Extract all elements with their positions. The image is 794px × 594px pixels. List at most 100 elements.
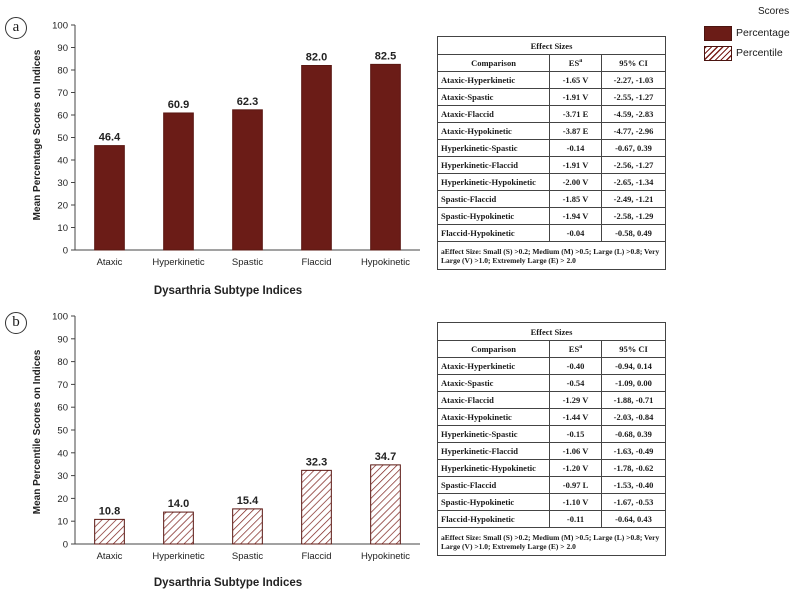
- table-cell: Flaccid-Hypokinetic: [437, 510, 550, 528]
- table-cell: Spastic-Flaccid: [437, 476, 550, 494]
- table-cell: -1.44 V: [549, 408, 602, 426]
- column-header: ESa: [549, 54, 602, 72]
- table-row: Spastic-Flaccid -1.85 V -2.49, -1.21: [437, 190, 666, 208]
- table-row: Spastic-Hypokinetic -1.94 V -2.58, -1.29: [437, 207, 666, 225]
- table-row: Flaccid-Hypokinetic -0.04 -0.58, 0.49: [437, 224, 666, 242]
- table-cell: Ataxic-Spastic: [437, 374, 550, 392]
- legend-item-percentile: Percentile: [704, 43, 792, 63]
- panel-label-a: a: [5, 17, 27, 39]
- table-cell: -2.55, -1.27: [601, 88, 666, 106]
- table-cell: -1.29 V: [549, 391, 602, 409]
- y-tick-label: 20: [57, 201, 68, 212]
- table-row: Hyperkinetic-Flaccid -1.91 V -2.56, -1.27: [437, 156, 666, 174]
- y-tick-label: 30: [57, 178, 68, 189]
- table-cell: -0.94, 0.14: [601, 357, 666, 375]
- y-axis-title: Mean Percentile Scores on Indices: [32, 349, 43, 514]
- table-cell: Ataxic-Flaccid: [437, 105, 550, 123]
- table-row: Ataxic-Hyperkinetic -0.40 -0.94, 0.14: [437, 357, 666, 375]
- table-cell: -1.78, -0.62: [601, 459, 666, 477]
- table-cell: -1.88, -0.71: [601, 391, 666, 409]
- table-cell: -1.94 V: [549, 207, 602, 225]
- bar: [94, 145, 125, 251]
- table-cell: Hyperkinetic-Hypokinetic: [437, 459, 550, 477]
- table-row: Ataxic-Spastic -1.91 V -2.55, -1.27: [437, 88, 666, 106]
- column-header: 95% CI: [601, 54, 666, 72]
- legend-title: Scores: [758, 6, 790, 17]
- bar: [232, 109, 263, 251]
- y-tick-label: 100: [52, 312, 68, 323]
- y-tick-label: 10: [57, 517, 68, 528]
- table-row: Hyperkinetic-Hypokinetic -2.00 V -2.65, -1…: [437, 173, 666, 191]
- table-title-row: Effect Sizes: [437, 36, 666, 55]
- table-cell: Hyperkinetic-Spastic: [437, 139, 550, 157]
- data-label: 46.4: [99, 132, 121, 144]
- x-tick-label: Hyperkinetic: [152, 551, 205, 562]
- legend: Scores Percentage Percentile: [704, 6, 792, 63]
- y-tick-label: 90: [57, 43, 68, 54]
- table-title: Effect Sizes: [437, 322, 666, 341]
- table-row: Spastic-Hypokinetic -1.10 V -1.67, -0.53: [437, 493, 666, 511]
- table-footnote: aEffect Size: Small (S) >0.2; Medium (M)…: [437, 527, 666, 556]
- bar: [232, 508, 263, 545]
- bar-chart-percentage: 0 10 20 30 40 50 60 70 80 90 100 46.4 Ataxic 60.9 Hype…: [32, 21, 420, 297]
- table-row: Ataxic-Flaccid -1.29 V -1.88, -0.71: [437, 391, 666, 409]
- data-label: 15.4: [237, 495, 259, 507]
- table-cell: -1.10 V: [549, 493, 602, 511]
- table-cell: -1.06 V: [549, 442, 602, 460]
- table-row: Hyperkinetic-Hypokinetic -1.20 V -1.78, -0…: [437, 459, 666, 477]
- column-header: Comparison: [437, 54, 550, 72]
- table-title: Effect Sizes: [437, 36, 666, 55]
- x-tick-label: Hypokinetic: [361, 257, 410, 268]
- table-row: Hyperkinetic-Spastic -0.14 -0.67, 0.39: [437, 139, 666, 157]
- table-cell: -1.63, -0.49: [601, 442, 666, 460]
- effect-size-table-a: Effect Sizes Comparison ESa 95% CI Ataxic-Hy…: [437, 36, 666, 270]
- table-cell: -0.68, 0.39: [601, 425, 666, 443]
- y-tick-label: 40: [57, 448, 68, 459]
- table-cell: -3.87 E: [549, 122, 602, 140]
- table-cell: -0.67, 0.39: [601, 139, 666, 157]
- table-row: Spastic-Flaccid -0.97 L -1.53, -0.40: [437, 476, 666, 494]
- data-label: 10.8: [99, 505, 120, 517]
- table-cell: -0.40: [549, 357, 602, 375]
- y-tick-label: 100: [52, 21, 68, 32]
- data-label: 82.5: [375, 50, 396, 62]
- x-tick-label: Hyperkinetic: [152, 257, 205, 268]
- y-tick-label: 50: [57, 133, 68, 144]
- table-row: Ataxic-Hypokinetic -3.87 E -4.77, -2.96: [437, 122, 666, 140]
- y-tick-label: 70: [57, 88, 68, 99]
- x-axis-title: Dysarthria Subtype Indices: [154, 577, 302, 589]
- table-cell: -1.85 V: [549, 190, 602, 208]
- bar: [94, 518, 125, 545]
- data-label: 32.3: [306, 456, 327, 468]
- table-cell: -4.77, -2.96: [601, 122, 666, 140]
- table-title-row: Effect Sizes: [437, 322, 666, 341]
- table-cell: Spastic-Flaccid: [437, 190, 550, 208]
- table-cell: -1.65 V: [549, 71, 602, 89]
- data-label: 34.7: [375, 451, 396, 463]
- y-tick-label: 60: [57, 111, 68, 122]
- effect-size-table-b: Effect Sizes Comparison ESa 95% CI Ataxic-Hy…: [437, 322, 666, 556]
- table-cell: Ataxic-Spastic: [437, 88, 550, 106]
- table-row: Hyperkinetic-Spastic -0.15 -0.68, 0.39: [437, 425, 666, 443]
- table-cell: -2.03, -0.84: [601, 408, 666, 426]
- table-row: Ataxic-Hyperkinetic -1.65 V -2.27, -1.03: [437, 71, 666, 89]
- table-cell: -1.09, 0.00: [601, 374, 666, 392]
- table-cell: -0.14: [549, 139, 602, 157]
- x-tick-label: Spastic: [232, 551, 263, 562]
- y-tick-label: 90: [57, 334, 68, 345]
- table-row: Hyperkinetic-Flaccid -1.06 V -1.63, -0.49: [437, 442, 666, 460]
- table-cell: Spastic-Hypokinetic: [437, 493, 550, 511]
- y-tick-label: 0: [63, 246, 68, 257]
- y-tick-label: 60: [57, 403, 68, 414]
- table-cell: -0.58, 0.49: [601, 224, 666, 242]
- table-cell: -0.11: [549, 510, 602, 528]
- y-tick-label: 0: [63, 540, 68, 551]
- table-cell: -1.20 V: [549, 459, 602, 477]
- legend-label: Percentage: [736, 27, 790, 39]
- x-tick-label: Ataxic: [97, 257, 123, 268]
- table-cell: Spastic-Hypokinetic: [437, 207, 550, 225]
- data-label: 62.3: [237, 96, 258, 108]
- table-cell: Ataxic-Flaccid: [437, 391, 550, 409]
- table-cell: -2.00 V: [549, 173, 602, 191]
- table-cell: -0.04: [549, 224, 602, 242]
